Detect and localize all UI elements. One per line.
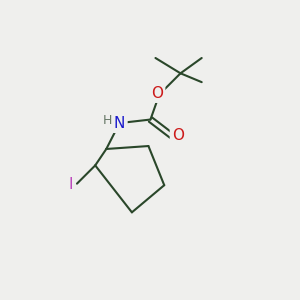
Text: I: I (69, 177, 73, 192)
Text: N: N (114, 116, 125, 130)
Text: H: H (103, 114, 112, 127)
Text: O: O (151, 85, 163, 100)
Text: O: O (172, 128, 184, 143)
